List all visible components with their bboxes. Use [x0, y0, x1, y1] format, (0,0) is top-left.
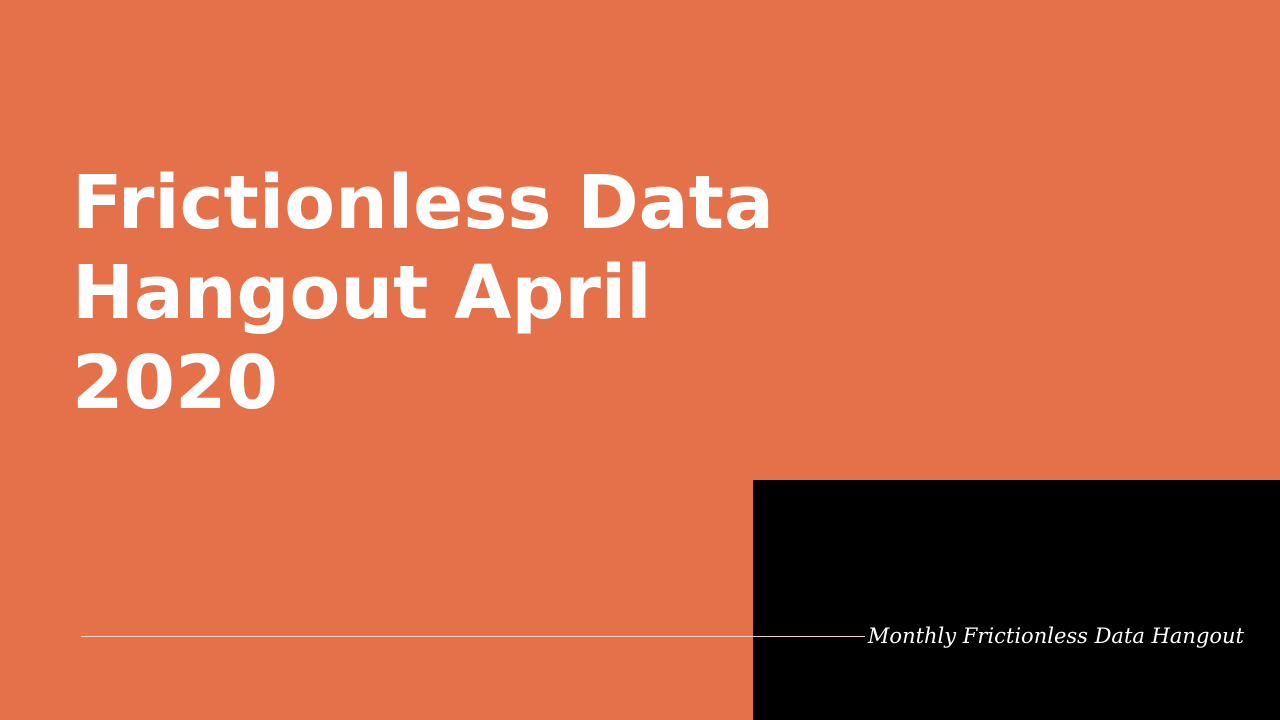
title-line-2: Hangout April — [72, 250, 652, 336]
title-line-1: Frictionless Data — [72, 160, 774, 246]
black-corner-block — [753, 480, 1280, 720]
slide-title: Frictionless Data Hangout April 2020 — [72, 158, 972, 428]
slide-subtitle: Monthly Frictionless Data Hangout — [867, 624, 1244, 648]
horizontal-divider — [81, 636, 865, 637]
title-line-3: 2020 — [72, 340, 278, 426]
